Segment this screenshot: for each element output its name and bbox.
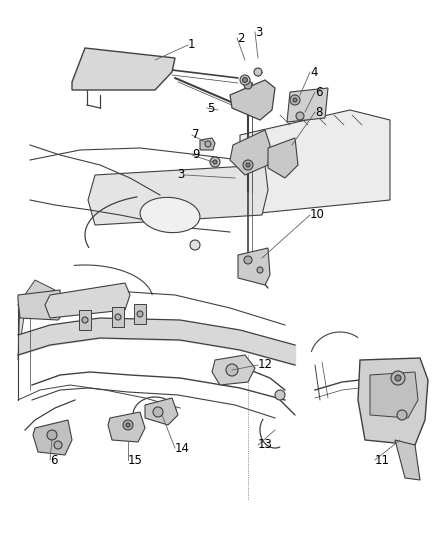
Polygon shape bbox=[145, 398, 178, 425]
Text: 6: 6 bbox=[50, 454, 57, 466]
Circle shape bbox=[254, 68, 262, 76]
Polygon shape bbox=[33, 420, 72, 455]
Text: 5: 5 bbox=[207, 101, 214, 115]
Bar bbox=[134, 304, 146, 324]
Polygon shape bbox=[358, 358, 428, 445]
Circle shape bbox=[205, 141, 211, 147]
Polygon shape bbox=[18, 290, 62, 320]
Bar bbox=[112, 307, 124, 327]
Circle shape bbox=[246, 163, 250, 167]
Circle shape bbox=[391, 371, 405, 385]
Circle shape bbox=[153, 407, 163, 417]
Circle shape bbox=[243, 160, 253, 170]
Polygon shape bbox=[45, 283, 130, 318]
Text: 1: 1 bbox=[188, 38, 195, 52]
Text: 4: 4 bbox=[310, 66, 318, 78]
Circle shape bbox=[296, 112, 304, 120]
Ellipse shape bbox=[140, 197, 200, 232]
Circle shape bbox=[137, 311, 143, 317]
Polygon shape bbox=[108, 412, 145, 442]
Text: 10: 10 bbox=[310, 208, 325, 222]
Circle shape bbox=[240, 75, 250, 85]
Polygon shape bbox=[395, 440, 420, 480]
Polygon shape bbox=[72, 48, 175, 90]
Polygon shape bbox=[230, 80, 275, 120]
Circle shape bbox=[115, 314, 121, 320]
Text: 12: 12 bbox=[258, 359, 273, 372]
Circle shape bbox=[190, 240, 200, 250]
Circle shape bbox=[243, 77, 247, 83]
Circle shape bbox=[123, 420, 133, 430]
Circle shape bbox=[244, 256, 252, 264]
Text: 7: 7 bbox=[192, 128, 199, 141]
Circle shape bbox=[54, 441, 62, 449]
Text: 11: 11 bbox=[375, 454, 390, 466]
Polygon shape bbox=[287, 88, 328, 122]
Polygon shape bbox=[268, 138, 298, 178]
Circle shape bbox=[210, 157, 220, 167]
Text: 14: 14 bbox=[175, 441, 190, 455]
Polygon shape bbox=[18, 300, 25, 360]
Polygon shape bbox=[240, 110, 390, 215]
Circle shape bbox=[395, 375, 401, 381]
Polygon shape bbox=[18, 280, 55, 305]
Polygon shape bbox=[230, 130, 270, 175]
Circle shape bbox=[397, 410, 407, 420]
Polygon shape bbox=[88, 165, 268, 225]
Circle shape bbox=[126, 423, 130, 427]
Circle shape bbox=[47, 430, 57, 440]
Circle shape bbox=[293, 98, 297, 102]
Text: 2: 2 bbox=[237, 31, 244, 44]
Bar bbox=[79, 310, 91, 330]
Polygon shape bbox=[238, 248, 270, 285]
Circle shape bbox=[82, 317, 88, 323]
Text: 9: 9 bbox=[192, 149, 199, 161]
Circle shape bbox=[275, 390, 285, 400]
Text: 13: 13 bbox=[258, 439, 273, 451]
Text: 6: 6 bbox=[315, 85, 322, 99]
Circle shape bbox=[290, 95, 300, 105]
Circle shape bbox=[244, 81, 252, 89]
Circle shape bbox=[226, 364, 238, 376]
Circle shape bbox=[257, 267, 263, 273]
Polygon shape bbox=[200, 138, 215, 150]
Text: 8: 8 bbox=[315, 106, 322, 118]
Text: 3: 3 bbox=[255, 26, 262, 38]
Text: 15: 15 bbox=[128, 454, 143, 466]
Circle shape bbox=[213, 160, 217, 164]
Polygon shape bbox=[212, 355, 255, 385]
Text: 3: 3 bbox=[178, 168, 185, 182]
Polygon shape bbox=[370, 372, 418, 418]
